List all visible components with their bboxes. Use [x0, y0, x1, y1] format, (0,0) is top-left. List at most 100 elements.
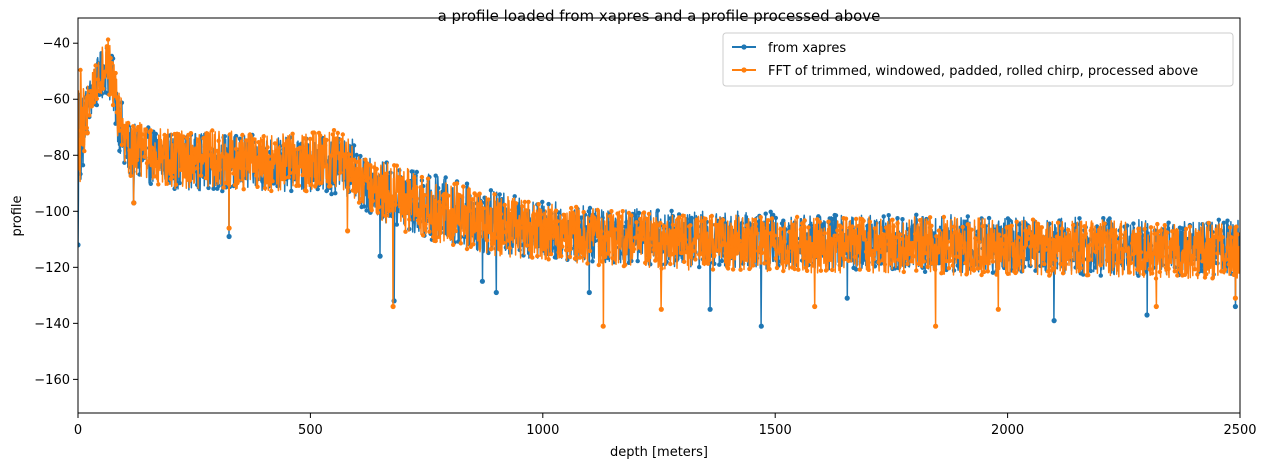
- data-point: [181, 134, 186, 139]
- data-point: [1227, 225, 1233, 230]
- data-point: [262, 185, 268, 191]
- data-point: [105, 37, 111, 42]
- data-point: [178, 167, 184, 172]
- data-point: [78, 128, 81, 133]
- data-point: [1161, 236, 1166, 241]
- data-point: [306, 164, 312, 170]
- data-point: [680, 213, 686, 218]
- data-point: [217, 167, 222, 172]
- data-point: [599, 229, 604, 234]
- data-point: [444, 205, 450, 210]
- data-point: [134, 157, 140, 163]
- data-point: [153, 131, 158, 137]
- data-point: [707, 257, 712, 263]
- data-point: [963, 260, 968, 266]
- data-point: [1007, 217, 1012, 223]
- spike-point: [1153, 303, 1159, 310]
- data-point: [574, 204, 579, 210]
- data-point: [693, 257, 698, 262]
- data-point: [924, 234, 929, 239]
- data-point: [345, 185, 350, 190]
- data-point: [595, 207, 600, 213]
- data-point: [1107, 216, 1112, 221]
- data-point: [324, 188, 329, 194]
- data-point: [1136, 226, 1141, 231]
- data-point: [459, 194, 465, 199]
- data-point: [247, 132, 253, 137]
- data-point: [978, 259, 983, 264]
- data-point: [110, 102, 116, 108]
- data-point: [1042, 261, 1047, 267]
- data-point: [951, 224, 957, 229]
- data-point: [811, 263, 816, 268]
- x-axis-title: depth [meters]: [610, 445, 708, 460]
- data-point: [321, 164, 327, 169]
- data-point: [580, 249, 585, 255]
- data-point: [745, 227, 751, 233]
- data-point: [338, 170, 343, 175]
- data-point: [890, 217, 895, 222]
- data-point: [463, 210, 468, 215]
- data-point: [1069, 243, 1075, 248]
- data-point: [628, 224, 633, 230]
- data-point: [1113, 234, 1119, 239]
- data-point: [1047, 273, 1052, 278]
- data-point: [360, 182, 366, 187]
- data-point: [708, 219, 713, 224]
- data-point: [561, 212, 566, 217]
- data-point: [996, 232, 1002, 237]
- data-point: [771, 212, 776, 218]
- data-point: [537, 208, 542, 213]
- data-point: [919, 246, 924, 252]
- data-point: [1025, 236, 1031, 241]
- chart-title: a profile loaded from xapres and a profi…: [438, 7, 881, 25]
- data-point: [730, 267, 736, 272]
- data-point: [994, 272, 999, 277]
- data-point: [301, 136, 307, 141]
- data-point: [236, 178, 241, 183]
- data-point: [636, 210, 642, 216]
- data-point: [904, 255, 909, 261]
- plot-frame: [77, 17, 1241, 414]
- data-point: [318, 133, 323, 138]
- data-point: [689, 215, 694, 221]
- data-point: [673, 250, 678, 255]
- data-point: [216, 138, 221, 143]
- data-point: [443, 175, 448, 180]
- data-point: [395, 188, 401, 193]
- data-point: [1037, 228, 1042, 233]
- data-point: [109, 61, 115, 66]
- data-point: [270, 179, 275, 184]
- spike-point: [812, 303, 818, 310]
- data-point: [1158, 228, 1164, 233]
- data-point: [439, 210, 445, 215]
- data-point: [877, 234, 883, 239]
- data-point: [349, 177, 354, 183]
- data-point: [292, 169, 298, 175]
- data-point: [265, 145, 270, 150]
- legend-label-fft: FFT of trimmed, windowed, padded, rolled…: [768, 64, 1198, 79]
- data-point: [249, 159, 254, 164]
- data-point: [151, 158, 156, 163]
- spike-point: [586, 289, 592, 296]
- data-point: [635, 233, 640, 239]
- data-point: [857, 267, 862, 272]
- data-point: [914, 268, 919, 273]
- data-point: [449, 212, 455, 218]
- data-point: [464, 181, 470, 186]
- data-point: [1199, 268, 1204, 273]
- series-1: [78, 37, 1240, 329]
- data-point: [631, 246, 637, 252]
- data-point: [985, 269, 990, 274]
- data-point: [833, 213, 839, 218]
- data-point: [1081, 258, 1086, 263]
- data-point: [881, 232, 886, 237]
- data-point: [635, 258, 640, 264]
- data-point: [752, 217, 757, 223]
- data-point: [1045, 269, 1051, 274]
- data-point: [394, 163, 399, 168]
- spike-point: [758, 323, 764, 329]
- data-point: [1000, 241, 1006, 247]
- data-point: [1132, 250, 1137, 255]
